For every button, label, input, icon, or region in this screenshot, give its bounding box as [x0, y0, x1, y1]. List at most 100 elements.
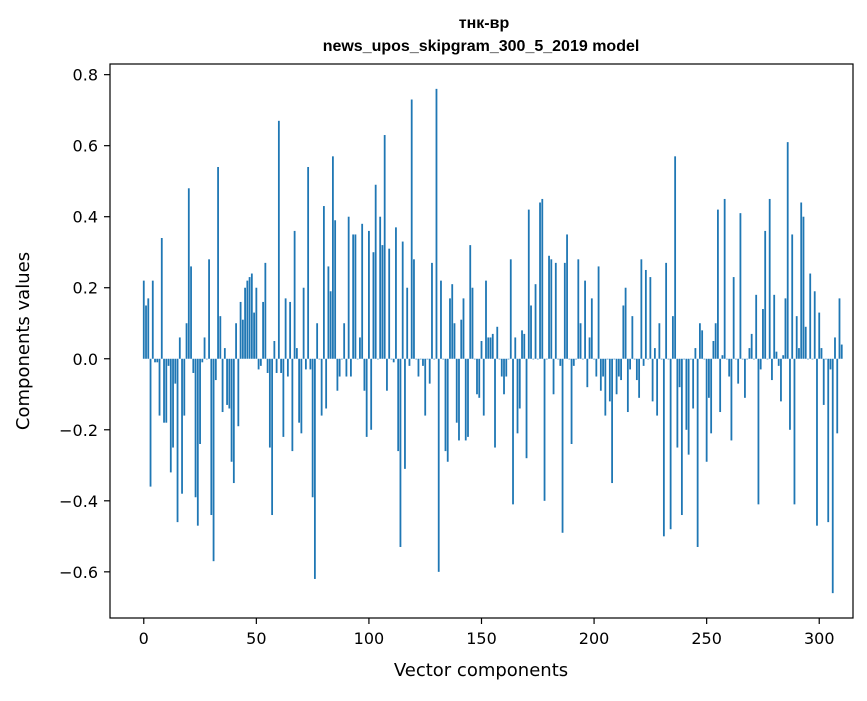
- bar-270: [750, 333, 753, 359]
- bar-26: [201, 358, 204, 363]
- bar-303: [825, 358, 827, 360]
- bar-271: [753, 358, 755, 360]
- bar-192: [575, 358, 577, 360]
- bar-201: [595, 358, 598, 377]
- bar-252: [710, 358, 713, 434]
- bar-248: [701, 330, 704, 359]
- bar-166: [516, 358, 519, 434]
- bar-131: [437, 358, 440, 572]
- bar-309: [838, 298, 841, 359]
- bar-191: [572, 358, 575, 366]
- bar-12: [169, 358, 172, 473]
- bar-102: [372, 252, 375, 359]
- bar-156: [494, 358, 496, 448]
- bar-290: [795, 316, 798, 359]
- bar-200: [593, 358, 595, 360]
- bar-163: [509, 259, 512, 359]
- bar-282: [777, 358, 780, 366]
- bar-85: [334, 220, 337, 359]
- x-tick-label: 300: [804, 629, 835, 648]
- bar-9: [163, 358, 165, 423]
- bar-80: [322, 206, 325, 359]
- bar-56: [268, 358, 271, 448]
- bar-246: [696, 358, 699, 547]
- bar-219: [635, 358, 638, 381]
- bar-93: [352, 234, 355, 359]
- bar-79: [320, 358, 323, 416]
- x-tick-label: 200: [579, 629, 610, 648]
- bar-2: [147, 298, 150, 359]
- bar-48: [250, 273, 253, 359]
- bar-39: [230, 358, 233, 462]
- bar-197: [586, 358, 589, 388]
- bar-159: [500, 358, 503, 377]
- bar-134: [444, 358, 447, 452]
- bar-247: [699, 323, 701, 359]
- bar-141: [460, 319, 463, 359]
- bar-30: [210, 358, 213, 516]
- bar-283: [780, 358, 782, 402]
- bar-304: [827, 358, 830, 523]
- bar-31: [212, 358, 215, 562]
- bar-92: [350, 358, 352, 377]
- bar-272: [755, 294, 758, 359]
- bar-183: [554, 262, 557, 359]
- bar-221: [640, 259, 643, 359]
- y-axis-ticks: −0.6 −0.4 −0.2 0.0 0.2 0.4 0.6 0.8: [59, 66, 110, 582]
- bar-136: [449, 298, 451, 359]
- bar-294: [804, 326, 807, 359]
- bar-121: [415, 358, 418, 360]
- bar-234: [669, 358, 672, 530]
- bar-214: [624, 287, 627, 359]
- bar-223: [644, 269, 647, 359]
- bar-182: [552, 358, 555, 395]
- bar-249: [703, 358, 706, 360]
- y-axis-label: Components values: [13, 252, 34, 430]
- bar-84: [332, 156, 334, 359]
- bar-240: [683, 358, 686, 360]
- bar-139: [455, 358, 458, 423]
- bar-187: [563, 262, 566, 359]
- bar-62: [282, 358, 285, 437]
- bar-71: [302, 287, 305, 359]
- bar-18: [183, 358, 186, 416]
- bar-237: [676, 358, 679, 448]
- bar-263: [735, 358, 737, 360]
- bar-251: [708, 358, 710, 398]
- bar-73: [307, 166, 310, 359]
- bar-116: [404, 358, 406, 469]
- bar-14: [174, 358, 177, 384]
- bar-213: [622, 305, 625, 359]
- bar-130: [435, 88, 438, 359]
- bar-233: [667, 358, 670, 360]
- bar-88: [341, 358, 343, 360]
- bar-97: [361, 223, 364, 359]
- bar-281: [775, 351, 778, 359]
- bar-59: [275, 358, 278, 373]
- bar-11: [167, 358, 170, 366]
- bar-228: [656, 358, 659, 416]
- bar-120: [413, 259, 415, 359]
- bar-55: [266, 358, 269, 373]
- bar-107: [383, 135, 386, 359]
- bar-158: [498, 358, 501, 360]
- y-tick-label: 0.2: [73, 279, 98, 298]
- bar-220: [638, 358, 641, 398]
- bar-306: [831, 358, 834, 594]
- bar-261: [730, 358, 733, 441]
- bar-106: [381, 245, 384, 359]
- bar-217: [631, 316, 634, 359]
- bar-143: [464, 358, 467, 441]
- bar-241: [685, 358, 688, 430]
- bar-208: [611, 358, 613, 484]
- bar-146: [471, 287, 474, 359]
- bar-161: [505, 358, 508, 377]
- bar-276: [764, 230, 767, 359]
- bar-49: [253, 312, 255, 359]
- bar-132: [440, 280, 442, 359]
- y-tick-label: −0.6: [59, 563, 98, 582]
- bar-277: [766, 358, 769, 360]
- bar-255: [717, 209, 719, 359]
- bar-133: [442, 358, 445, 360]
